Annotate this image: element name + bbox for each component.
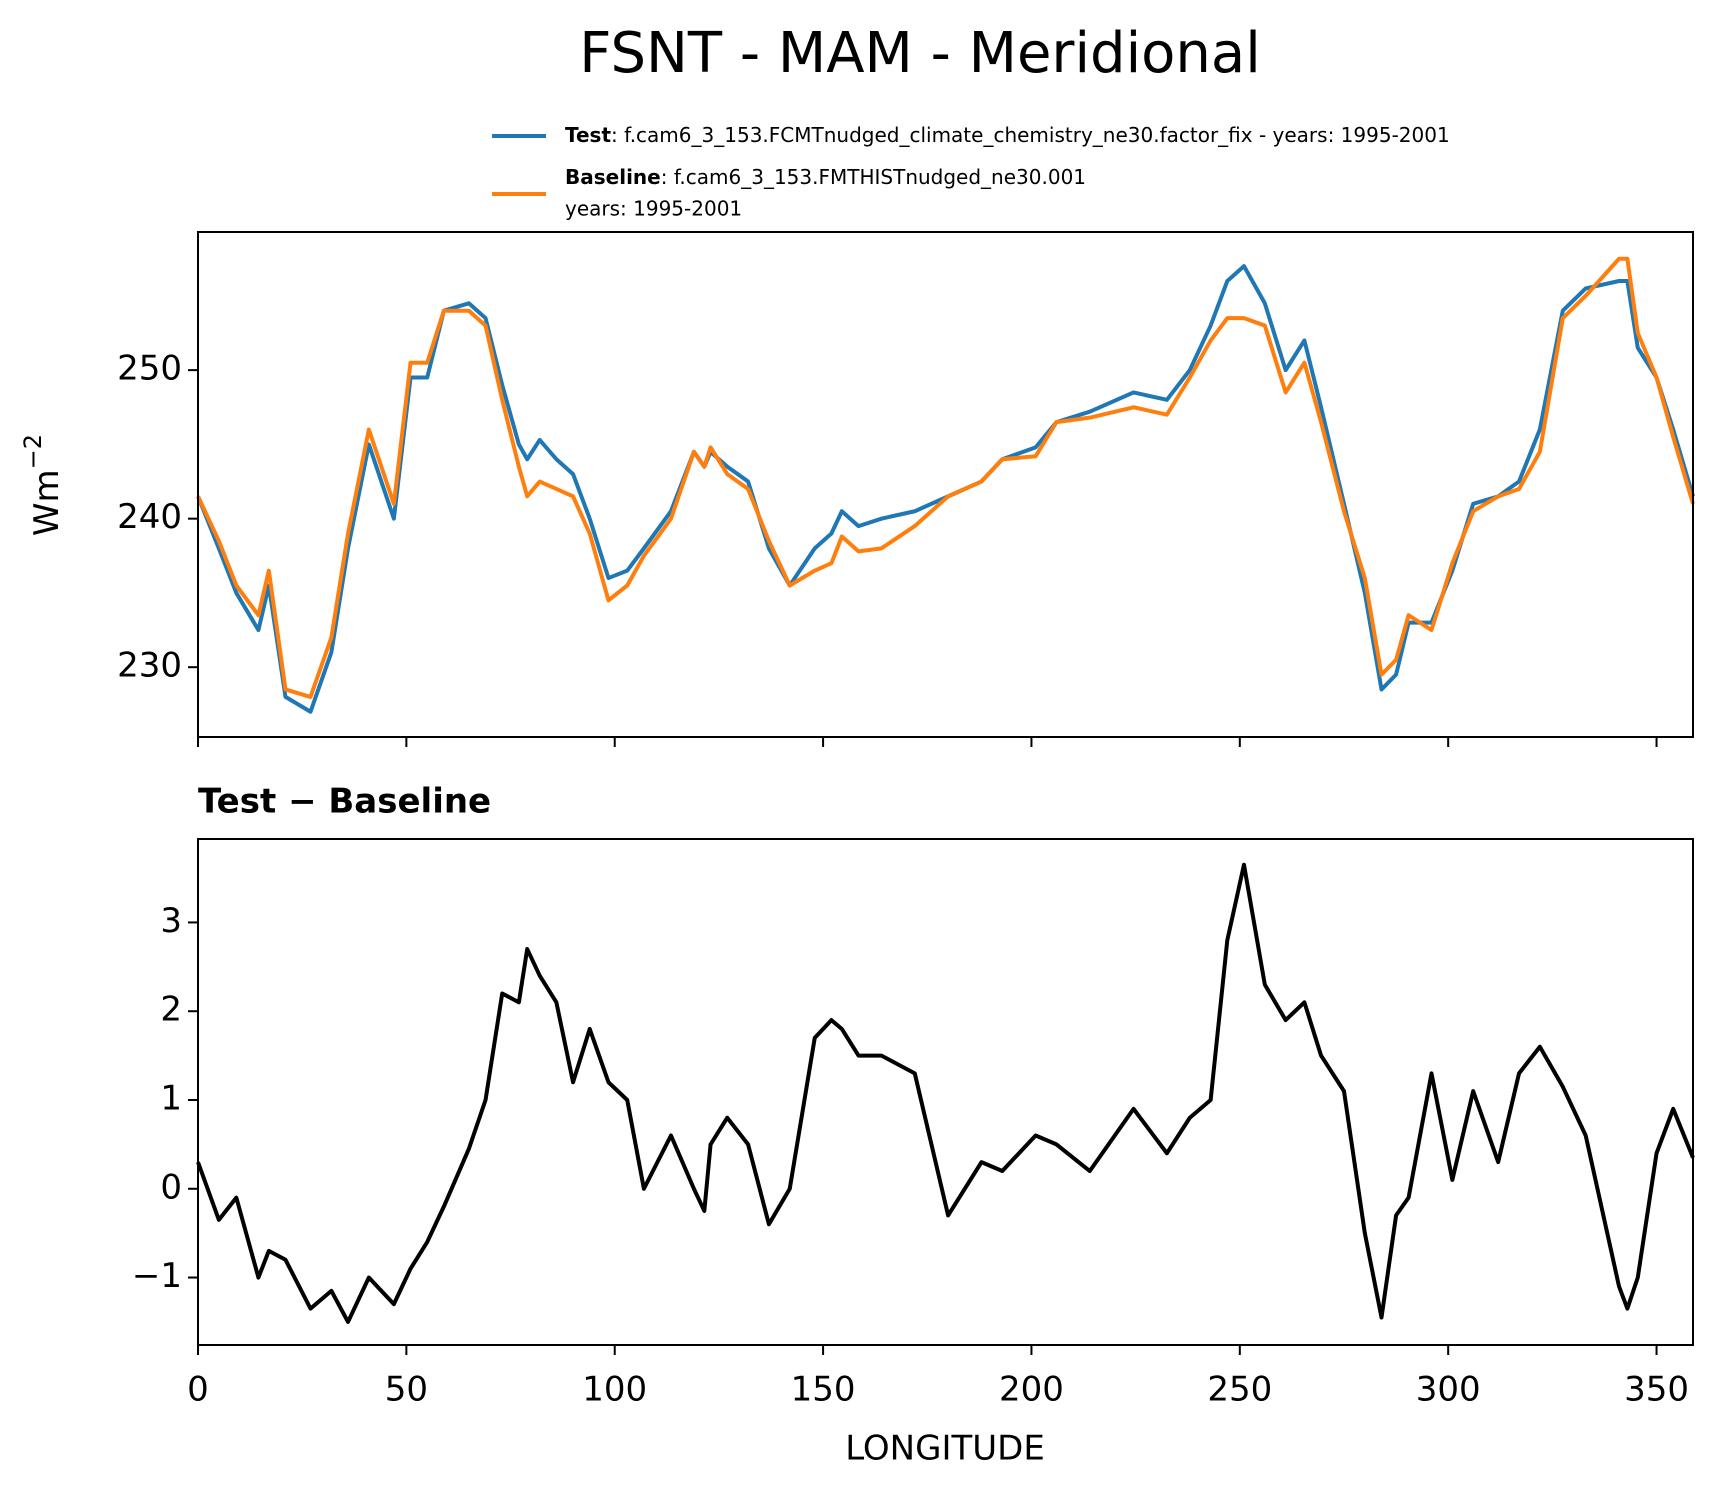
- legend-entry-line: years: 1995-2001: [565, 197, 742, 221]
- x-tick-label: 100: [582, 1370, 647, 1410]
- y-tick-label: 2: [160, 990, 182, 1030]
- y-tick-label: 230: [117, 646, 182, 686]
- x-tick-label: 150: [791, 1370, 856, 1410]
- x-tick-label: 200: [999, 1370, 1064, 1410]
- data-line: [196, 256, 1695, 699]
- axes-frame: [197, 231, 1694, 738]
- x-tick-label: 350: [1624, 1370, 1689, 1410]
- panel-title: Test − Baseline: [198, 782, 491, 822]
- data-line: [196, 862, 1695, 1324]
- legend-entry: Baseline: f.cam6_3_153.FMTHISTnudged_ne3…: [565, 165, 1086, 189]
- data-line: [196, 264, 1695, 714]
- legend-description: : f.cam6_3_153.FMTHISTnudged_ne30.001: [661, 165, 1086, 189]
- axes-frame: [197, 838, 1694, 1346]
- legend: Test: f.cam6_3_153.FCMTnudged_climate_ch…: [492, 123, 1450, 221]
- y-tick-label: 250: [117, 349, 182, 389]
- x-tick-label: 50: [385, 1370, 428, 1410]
- y-tick-label: 0: [160, 1167, 182, 1207]
- y-tick-label: −1: [132, 1256, 182, 1296]
- y-tick-label: 1: [160, 1078, 182, 1118]
- y-axis-label-base: Wm: [27, 469, 67, 536]
- y-axis-label: Wm−2: [19, 434, 67, 536]
- x-axis-label: LONGITUDE: [845, 1429, 1045, 1469]
- x-tick-label: 0: [187, 1370, 209, 1410]
- y-tick-label: 3: [160, 901, 182, 941]
- legend-description: : f.cam6_3_153.FCMTnudged_climate_chemis…: [611, 123, 1450, 147]
- y-tick-label: 240: [117, 497, 182, 537]
- x-tick-label: 250: [1207, 1370, 1272, 1410]
- legend-name: Test: [565, 123, 611, 147]
- legend-name: Baseline: [565, 165, 661, 189]
- figure-title: FSNT - MAM - Meridional: [579, 21, 1261, 86]
- y-axis-label-exponent: −2: [19, 434, 47, 469]
- x-tick-label: 300: [1416, 1370, 1481, 1410]
- legend-entry: Test: f.cam6_3_153.FCMTnudged_climate_ch…: [565, 123, 1450, 147]
